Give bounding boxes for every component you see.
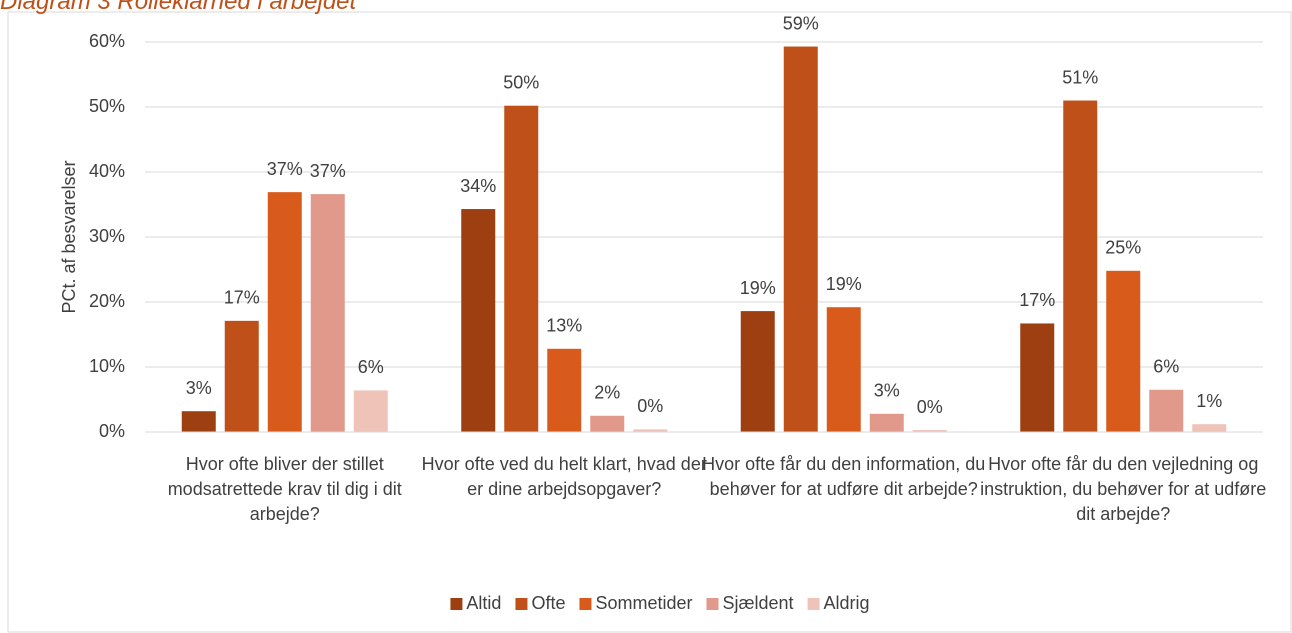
legend-label: Sommetider	[595, 593, 692, 613]
legend-label: Aldrig	[824, 593, 870, 613]
data-label: 1%	[1196, 391, 1222, 411]
bar	[826, 307, 861, 432]
bar	[1020, 323, 1055, 432]
bar	[783, 46, 818, 433]
data-label: 0%	[637, 396, 663, 416]
bar	[181, 411, 216, 432]
data-label: 50%	[503, 72, 539, 92]
y-tick-label: 30%	[89, 226, 125, 246]
bar	[1106, 270, 1141, 432]
legend-swatch	[706, 598, 719, 610]
bar	[869, 413, 904, 432]
y-tick-label: 0%	[99, 421, 125, 441]
data-label: 6%	[358, 357, 384, 377]
data-label: 13%	[546, 316, 582, 336]
y-tick-label: 60%	[89, 31, 125, 51]
data-label: 17%	[224, 288, 260, 308]
legend-label: Altid	[466, 593, 501, 613]
legend-swatch	[450, 598, 463, 610]
x-tick-label: Hvor ofte ved du helt klart, hvad der er…	[421, 454, 707, 499]
legend: Altid Ofte Sommetider Sjældent Aldrig	[450, 593, 870, 613]
y-axis-title: PCt. af besvarelser	[59, 160, 79, 313]
bar	[633, 429, 668, 432]
legend-swatch	[579, 598, 592, 610]
bar	[1192, 424, 1227, 432]
bar	[353, 390, 388, 432]
bar	[267, 192, 302, 432]
y-tick-label: 50%	[89, 96, 125, 116]
bar	[504, 105, 539, 432]
data-label: 37%	[310, 161, 346, 181]
data-label: 34%	[460, 176, 496, 196]
bar	[590, 415, 625, 432]
x-tick-label: Hvor ofte bliver der stillet modsatrette…	[167, 454, 402, 524]
data-label: 37%	[267, 159, 303, 179]
legend-label: Ofte	[531, 593, 565, 613]
bar	[1149, 389, 1184, 432]
data-label: 3%	[186, 378, 212, 398]
data-label: 19%	[826, 274, 862, 294]
data-label: 59%	[783, 13, 819, 33]
data-label: 51%	[1062, 67, 1098, 87]
data-label: 17%	[1019, 290, 1055, 310]
data-label: 0%	[917, 397, 943, 417]
data-label: 6%	[1153, 357, 1179, 377]
bar	[1063, 100, 1098, 432]
y-tick-label: 10%	[89, 356, 125, 376]
y-tick-label: 40%	[89, 161, 125, 181]
bar	[310, 194, 345, 432]
bar	[461, 209, 496, 432]
legend-label: Sjældent	[722, 593, 793, 613]
chart-title: Diagram 3 Rolleklarhed i arbejdet	[0, 0, 357, 15]
chart-border	[7, 11, 1292, 633]
x-tick-label: Hvor ofte får du den vejledning og instr…	[980, 454, 1267, 524]
bar	[547, 348, 582, 432]
y-tick-label: 20%	[89, 291, 125, 311]
data-label: 25%	[1105, 238, 1141, 258]
legend-swatch	[807, 598, 820, 610]
legend-swatch	[515, 598, 528, 610]
data-label: 19%	[740, 278, 776, 298]
bar	[912, 430, 947, 432]
data-label: 2%	[594, 383, 620, 403]
bar	[740, 311, 775, 432]
bar	[224, 320, 259, 432]
data-label: 3%	[874, 381, 900, 401]
x-tick-label: Hvor ofte får du den information, du beh…	[702, 454, 986, 499]
